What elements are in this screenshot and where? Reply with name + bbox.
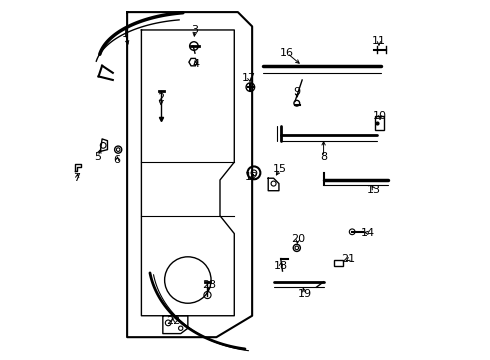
Bar [375,116,384,130]
Text: 13: 13 [368,185,381,195]
Text: 15: 15 [273,164,287,174]
Text: 3: 3 [192,25,198,35]
Text: 23: 23 [202,280,217,291]
Text: 1: 1 [122,28,129,39]
Text: 22: 22 [166,316,180,326]
Text: 11: 11 [372,36,386,46]
Text: 14: 14 [361,228,375,238]
Text: 7: 7 [74,173,81,183]
Text: 2: 2 [157,93,165,103]
Text: 12: 12 [245,172,259,182]
Text: 18: 18 [273,261,288,271]
Text: 20: 20 [291,234,305,244]
Text: 4: 4 [192,59,199,69]
Text: 17: 17 [242,73,256,83]
Text: 10: 10 [373,111,387,121]
Text: 16: 16 [280,48,294,58]
Text: 19: 19 [298,289,312,299]
Text: 8: 8 [320,152,327,162]
Text: 5: 5 [94,152,101,162]
Text: 9: 9 [293,87,300,98]
Bar [334,260,343,266]
Text: 6: 6 [114,156,121,165]
Text: 21: 21 [342,254,356,264]
